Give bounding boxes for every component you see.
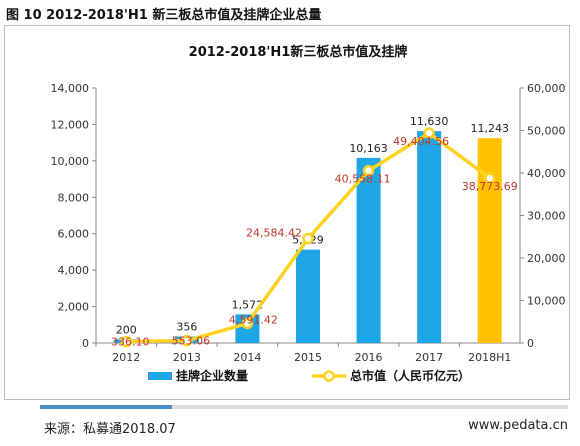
bar (356, 157, 381, 343)
line-value-label: 49,404.56 (393, 135, 449, 148)
line-value-label: 40,558.11 (335, 173, 391, 186)
bar (477, 138, 502, 343)
right-tick-label: 0 (527, 337, 534, 350)
x-tick-label: 2016 (355, 351, 383, 364)
right-tick-label: 10,000 (527, 295, 566, 308)
bar (417, 131, 442, 343)
x-tick-label: 2018H1 (468, 351, 511, 364)
bar-value-label: 11,243 (470, 122, 509, 135)
footer-source: 来源：私募通2018.07 (44, 422, 176, 437)
x-tick-label: 2013 (173, 351, 201, 364)
line-value-label: 553.06 (172, 335, 211, 348)
left-tick-label: 10,000 (51, 155, 90, 168)
footer-site: www.pedata.cn (468, 418, 568, 433)
line-point (181, 334, 193, 347)
chart: 2012-2018'H1新三板总市值及挂牌 0 2,000 4,000 6,000 8,… (51, 44, 566, 383)
chart-frame (4, 25, 570, 400)
left-tick-label: 8,000 (58, 191, 90, 204)
scroll-progress-bar (40, 405, 568, 409)
right-tick-label: 30,000 (527, 210, 566, 223)
line-point (241, 317, 254, 330)
legend-bar-label: 挂牌企业数量 (176, 368, 248, 383)
legend-bar-swatch (148, 372, 172, 380)
x-tick-label: 2012 (112, 351, 140, 364)
left-tick-label: 6,000 (58, 228, 90, 241)
left-tick-label: 2,000 (58, 301, 90, 314)
left-tick-label: 14,000 (51, 82, 90, 95)
right-tick-label: 60,000 (527, 82, 566, 95)
x-tick-label: 2017 (415, 351, 443, 364)
bar-value-label: 11,630 (410, 115, 449, 128)
right-tick-label: 50,000 (527, 125, 566, 138)
bar-value-label: 10,163 (349, 142, 388, 155)
line-point (120, 335, 133, 348)
line-point (302, 232, 314, 245)
bar-value-label: 1,572 (232, 298, 264, 311)
line-value-label: 24,584.42 (246, 227, 302, 240)
bar (296, 249, 320, 343)
left-tick-label: 0 (82, 337, 89, 350)
line-point (483, 172, 496, 184)
bar-value-label: 200 (116, 323, 137, 336)
line-value-label: 336.10 (111, 336, 150, 349)
legend-line-marker (323, 370, 335, 382)
line-point (423, 127, 435, 139)
chart-title: 2012-2018'H1新三板总市值及挂牌 (189, 44, 408, 60)
left-tick-label: 12,000 (51, 118, 90, 131)
right-tick-label: 40,000 (527, 167, 566, 180)
x-tick-label: 2015 (294, 351, 322, 364)
figure-caption: 图 10 2012-2018'H1 新三板总市值及挂牌企业总量 (6, 8, 322, 23)
line-value-label: 38,773.69 (462, 180, 518, 193)
right-tick-label: 20,000 (527, 252, 566, 265)
scroll-progress-fill (40, 405, 172, 409)
legend-line-label: 总市值（人民币亿元） (350, 368, 470, 383)
line-value-label: 4,591.42 (229, 313, 278, 326)
left-tick-label: 4,000 (58, 264, 90, 277)
x-tick-label: 2014 (233, 351, 261, 364)
bar-value-label: 356 (176, 321, 197, 334)
line-point (362, 164, 375, 177)
